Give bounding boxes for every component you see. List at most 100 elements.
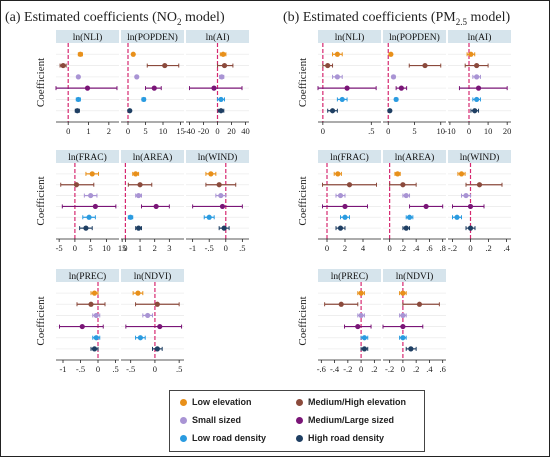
coefficient-point	[400, 182, 406, 188]
coefficient-point	[154, 301, 160, 307]
coefficient-point	[75, 74, 81, 80]
x-tick-label: 5	[412, 126, 416, 136]
x-tick-label: 15	[176, 126, 185, 136]
coefficient-point	[361, 346, 368, 352]
coefficient-point	[83, 225, 89, 231]
panel-strip	[383, 269, 446, 282]
x-tick-label: 5	[89, 243, 93, 253]
coefficient-point	[73, 182, 80, 188]
panel-strip-label: ln(POPDEN)	[127, 32, 178, 43]
x-tick-label: .5	[176, 364, 182, 374]
coefficient-point	[221, 225, 227, 231]
coefficient-point	[338, 301, 344, 307]
x-tick-label: 0	[359, 364, 363, 374]
x-tick-label: .2	[371, 364, 377, 374]
coefficient-point	[337, 192, 344, 199]
y-axis-label: Coefficient	[35, 58, 47, 107]
x-tick-label: .8	[439, 243, 445, 253]
panel-strip	[56, 30, 119, 43]
x-tick-label: 10	[159, 126, 168, 136]
panel-strip-label: ln(NLI)	[73, 32, 103, 43]
coefficient-point	[154, 346, 160, 352]
x-tick-label: 1	[138, 243, 142, 253]
y-axis-label: Coefficient	[35, 176, 47, 225]
legend-item: Small sized	[180, 415, 241, 425]
coefficient-point	[127, 108, 133, 114]
x-tick-label: -.2	[448, 243, 457, 253]
coefficient-point	[408, 346, 414, 352]
x-tick-label: 0	[388, 243, 392, 253]
coefficient-point	[335, 171, 341, 177]
x-tick-label: 0	[224, 243, 228, 253]
legend-swatch	[296, 399, 303, 406]
panel-strip	[448, 150, 511, 163]
y-axis-label: Coefficient	[297, 176, 309, 225]
x-tick-label: .2	[413, 364, 419, 374]
coefficient-point	[329, 108, 336, 114]
x-tick-label: .2	[400, 243, 406, 253]
panel-strip	[121, 30, 184, 43]
panel-strip-label: ln(NLI)	[335, 32, 365, 43]
x-tick-label: .4	[503, 243, 510, 253]
coefficient-point	[162, 62, 168, 69]
x-tick-label: -.6	[317, 364, 326, 374]
x-tick-label: .2	[485, 243, 491, 253]
x-tick-label: .4	[426, 364, 433, 374]
coefficient-point	[344, 85, 350, 91]
coefficient-point	[361, 335, 368, 341]
coefficient-point	[358, 290, 364, 296]
legend: Low elevation Medium/High elevation Smal…	[169, 390, 425, 452]
panel-strip-label: ln(AI)	[206, 32, 230, 43]
x-tick-label: 0	[325, 243, 329, 253]
coefficient-point	[339, 96, 345, 103]
panel-strip	[318, 150, 381, 163]
x-tick-label: 0	[468, 243, 472, 253]
coefficient-point	[88, 192, 94, 199]
coefficient-point	[358, 312, 364, 319]
coefficient-point	[218, 96, 224, 103]
coefficient-point	[390, 74, 397, 80]
coefficient-point	[416, 301, 423, 307]
title-no2: (a) Estimated coefficients (NO2 model)	[5, 10, 225, 27]
legend-item: Medium/High elevation	[296, 397, 406, 407]
coefficient-point	[422, 62, 428, 69]
x-tick-label: 0	[153, 364, 157, 374]
legend-swatch	[180, 399, 187, 406]
coefficient-point	[393, 96, 399, 103]
coefficient-point	[91, 290, 98, 296]
x-tick-label: 0	[123, 243, 127, 253]
x-tick-label: 0	[215, 126, 219, 136]
coefficient-point	[463, 192, 469, 199]
coefficient-point	[92, 203, 98, 210]
x-tick-label: .5	[112, 364, 118, 374]
coefficient-point	[398, 85, 404, 91]
coefficient-point	[400, 335, 406, 341]
panel-strip	[56, 269, 119, 282]
x-tick-label: 4	[361, 243, 366, 253]
x-tick-label: -10	[444, 126, 455, 136]
coefficient-point	[219, 74, 225, 80]
coefficient-point	[88, 301, 94, 307]
coefficient-point	[334, 51, 340, 57]
x-tick-label: 0	[401, 364, 405, 374]
panel-strip-label: ln(FRAC)	[68, 152, 107, 163]
x-tick-label: 1	[86, 126, 90, 136]
panel-strip-label: ln(NDVI)	[396, 271, 433, 282]
coefficient-point	[211, 85, 217, 91]
legend-item: Medium/Large sized	[296, 415, 394, 425]
panel-strip	[186, 150, 249, 163]
x-tick-label: 2	[107, 126, 111, 136]
x-tick-label: 20	[227, 126, 236, 136]
legend-swatch	[180, 417, 187, 424]
panel-strip-label: ln(PREC)	[331, 271, 368, 282]
panel-strip-label: ln(WIND)	[460, 152, 500, 163]
coefficient-point	[474, 62, 480, 69]
coefficient-point	[403, 225, 409, 231]
coefficient-point	[472, 108, 478, 114]
coefficient-point	[218, 108, 224, 114]
x-tick-label: 0	[467, 126, 471, 136]
panel-strip-label: ln(FRAC)	[330, 152, 369, 163]
x-tick-label: .6	[439, 364, 445, 374]
coefficient-point	[141, 96, 147, 103]
x-tick-label: -.5	[76, 364, 85, 374]
